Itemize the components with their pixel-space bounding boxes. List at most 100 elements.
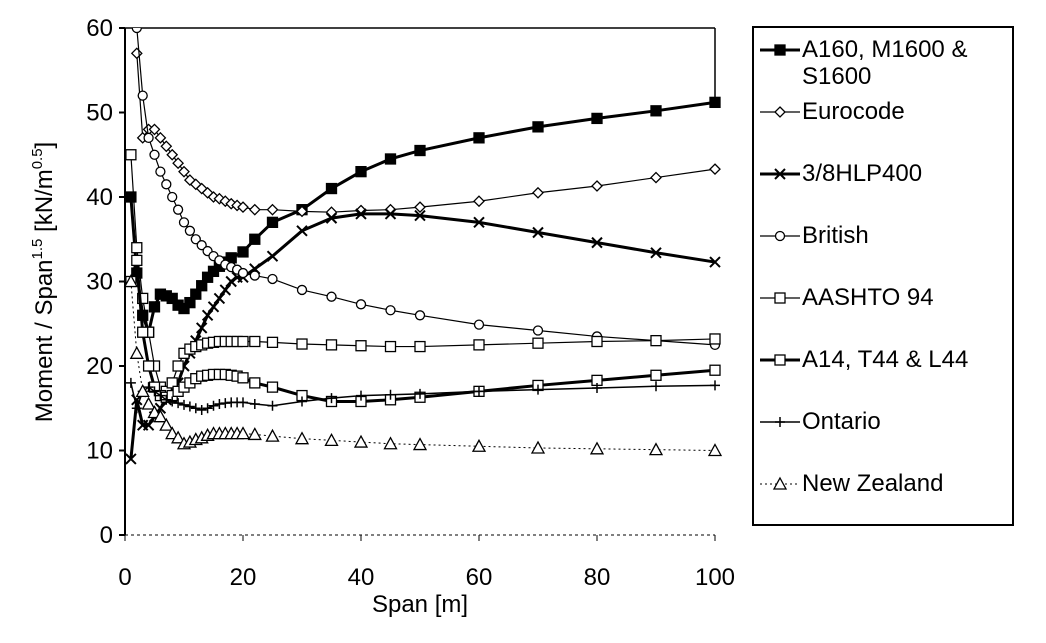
marker — [533, 384, 543, 395]
marker — [166, 377, 178, 389]
marker — [471, 438, 487, 452]
marker — [190, 288, 202, 300]
marker — [190, 403, 201, 414]
marker — [172, 360, 184, 372]
marker — [196, 404, 207, 415]
legend-entry: AASHTO 94 — [758, 284, 1008, 346]
marker — [123, 274, 138, 288]
marker — [148, 123, 161, 136]
marker — [155, 166, 166, 177]
x-tick-label: 80 — [584, 564, 611, 591]
marker — [125, 191, 137, 203]
marker — [650, 171, 662, 184]
marker — [589, 441, 605, 455]
chart: Span [m] Moment / Span1.5 [kN/m0.5] 0 20 4… — [29, 15, 735, 618]
marker — [648, 442, 664, 456]
marker — [249, 399, 260, 410]
marker — [774, 168, 786, 180]
marker — [149, 386, 160, 397]
marker — [249, 270, 260, 281]
marker — [173, 398, 184, 409]
marker — [208, 400, 219, 411]
marker — [530, 440, 546, 454]
marker — [412, 437, 428, 451]
marker — [709, 163, 721, 176]
marker — [143, 132, 154, 144]
marker — [266, 336, 279, 348]
marker — [131, 242, 143, 254]
marker — [178, 165, 190, 178]
marker — [473, 319, 485, 330]
marker — [184, 296, 196, 309]
marker — [384, 340, 397, 353]
marker — [473, 132, 485, 144]
marker — [592, 382, 602, 393]
marker — [195, 322, 208, 334]
marker — [325, 212, 338, 224]
marker — [414, 310, 426, 321]
marker — [532, 226, 544, 239]
marker — [172, 204, 184, 215]
legend-swatch — [760, 106, 800, 118]
marker — [247, 427, 262, 441]
marker — [709, 333, 721, 345]
x-axis-title: Span [m] — [372, 591, 468, 618]
marker — [131, 403, 142, 414]
marker — [775, 417, 785, 427]
legend-label: A14, T44 & L44 — [802, 346, 969, 373]
legend-entry: A14, T44 & L44 — [758, 346, 1008, 408]
marker — [710, 380, 720, 391]
marker — [650, 105, 662, 117]
marker — [160, 140, 173, 153]
marker — [201, 271, 214, 283]
marker — [384, 208, 397, 220]
marker — [414, 144, 426, 157]
marker — [238, 397, 248, 408]
marker — [774, 292, 786, 304]
series-line — [130, 281, 716, 451]
marker — [474, 386, 484, 397]
marker — [214, 399, 225, 410]
x-tick-label: 60 — [466, 564, 493, 591]
marker — [125, 453, 137, 465]
marker — [142, 419, 155, 431]
marker — [324, 433, 339, 447]
legend-entry: British — [758, 222, 1008, 284]
marker — [532, 186, 544, 199]
marker — [473, 195, 485, 208]
marker — [294, 431, 310, 445]
marker — [356, 390, 366, 401]
marker — [355, 299, 367, 310]
marker — [237, 246, 249, 258]
marker — [153, 409, 168, 423]
marker — [184, 401, 195, 412]
marker — [383, 436, 398, 450]
marker — [650, 334, 662, 347]
legend-swatch — [760, 292, 800, 304]
marker — [248, 203, 261, 216]
marker — [414, 209, 426, 222]
legend-label: AASHTO 94 — [802, 284, 934, 311]
marker — [709, 256, 721, 268]
marker — [172, 157, 185, 170]
marker — [159, 417, 174, 431]
marker — [207, 301, 220, 313]
marker — [237, 372, 249, 384]
marker — [266, 203, 279, 216]
marker — [591, 236, 603, 249]
marker — [296, 205, 308, 218]
marker — [142, 360, 155, 372]
legend-swatch — [760, 230, 800, 242]
marker — [171, 430, 186, 444]
y-axis-title-sup: 0.5 — [29, 148, 46, 169]
legend-entry: Eurocode — [758, 98, 1008, 160]
marker — [325, 182, 338, 195]
marker — [473, 216, 485, 229]
marker — [166, 148, 179, 161]
marker — [237, 267, 249, 279]
marker — [267, 273, 278, 285]
marker — [385, 305, 396, 316]
marker — [384, 153, 397, 165]
marker — [591, 335, 603, 348]
